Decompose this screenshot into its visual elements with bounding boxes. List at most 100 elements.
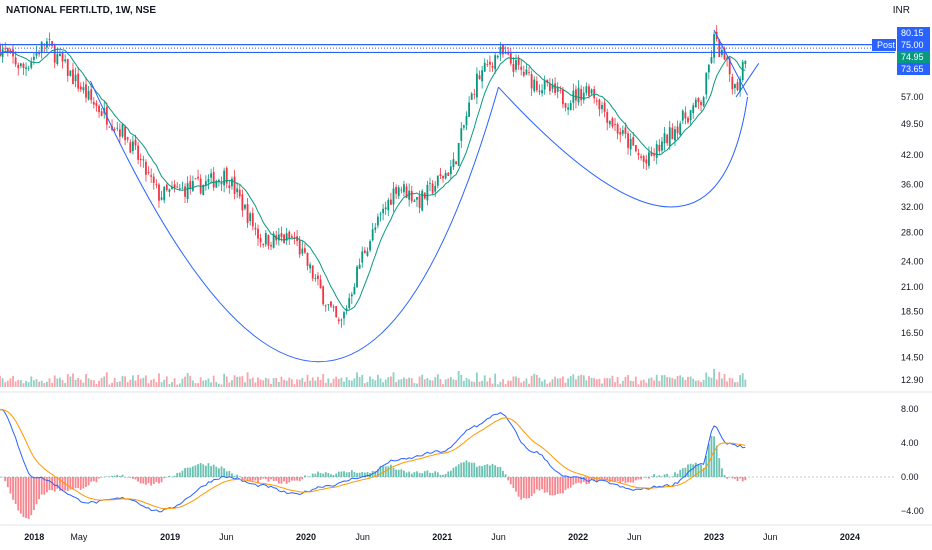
candle-body <box>215 180 218 188</box>
macd-hist-bar <box>327 472 330 477</box>
macd-hist-bar <box>145 477 147 485</box>
macd-hist-bar <box>468 462 471 477</box>
candle-body <box>679 123 682 136</box>
candle-body <box>17 64 20 69</box>
candle-body <box>713 34 715 58</box>
macd-hist-bar <box>105 476 108 478</box>
candle-body <box>30 61 33 68</box>
candle-body <box>416 197 418 200</box>
currency-label: INR <box>892 5 910 16</box>
macd-hist-bar <box>231 473 233 477</box>
macd-hist-bar <box>309 476 312 477</box>
candle-body <box>108 126 111 128</box>
macd-hist-bar <box>379 466 382 477</box>
time-tick-label: 2018 <box>24 532 44 542</box>
volume-bar <box>640 380 643 387</box>
volume-bar <box>507 380 510 387</box>
time-tick-label: 2024 <box>840 532 860 542</box>
macd-hist-bar <box>520 477 523 500</box>
volume-bar <box>434 377 437 387</box>
macd-hist-bar <box>366 472 369 477</box>
candle-body <box>267 234 270 246</box>
macd-hist-bar <box>449 470 452 477</box>
candle-body <box>585 86 588 93</box>
volume-bar <box>277 382 280 387</box>
volume-bars <box>0 368 747 387</box>
volume-bar <box>606 378 609 387</box>
macd-hist-bar <box>189 467 192 477</box>
macd-hist-bar <box>171 476 173 478</box>
candle-body <box>74 74 77 82</box>
candle-body <box>178 188 181 190</box>
volume-bar <box>280 376 283 387</box>
volume-bar <box>327 378 330 387</box>
candle-body <box>389 199 392 205</box>
macd-hist-bar <box>517 477 520 497</box>
volume-bar <box>700 382 702 387</box>
volume-bar <box>9 378 12 387</box>
candle-body <box>340 319 343 321</box>
volume-bar <box>515 376 517 387</box>
candle-body <box>611 118 614 127</box>
volume-bar <box>249 378 252 387</box>
volume-bar <box>194 383 197 387</box>
macd-hist-bar <box>616 477 619 482</box>
macd-hist-bar <box>434 471 437 477</box>
volume-bar <box>403 377 405 387</box>
macd-hist-bar <box>6 477 9 488</box>
volume-bar <box>462 380 465 387</box>
macd-hist-bar <box>681 468 684 477</box>
volume-bar <box>374 380 377 387</box>
macd-hist-bar <box>69 477 72 490</box>
candle-body <box>225 167 228 184</box>
macd-hist-bar <box>249 477 252 482</box>
volume-bar <box>363 383 366 387</box>
volume-bar <box>551 379 554 387</box>
candle-body <box>663 133 666 144</box>
macd-hist-bar <box>176 472 179 477</box>
macd-hist-bar <box>624 477 627 484</box>
macd-hist-bar <box>293 477 296 481</box>
volume-bar <box>293 384 296 387</box>
candle-body <box>702 97 705 106</box>
volume-bar <box>228 382 231 387</box>
macd-hist-bar <box>79 477 82 490</box>
candle-body <box>207 178 210 182</box>
candle-body <box>694 99 697 108</box>
macd-hist-bar <box>280 477 283 484</box>
volume-bar <box>92 380 95 387</box>
volume-bar <box>51 382 54 387</box>
candle-body <box>434 185 437 192</box>
macd-hist-bar <box>191 466 194 477</box>
candle-body <box>40 41 43 53</box>
volume-bar <box>666 377 669 387</box>
candle-body <box>439 174 442 176</box>
candle-body <box>160 197 163 200</box>
candle-body <box>314 278 317 279</box>
macd-hist-bar <box>478 465 481 477</box>
candle-body <box>379 213 382 215</box>
macd-hist-bar <box>739 477 742 479</box>
volume-bar <box>134 380 137 387</box>
volume-bar <box>603 378 606 387</box>
volume-bar <box>14 381 17 387</box>
macd-hist-bar <box>197 464 199 477</box>
candle-body <box>588 86 590 96</box>
volume-bar <box>707 376 710 387</box>
volume-bar <box>645 382 648 387</box>
time-tick-label: 2019 <box>160 532 180 542</box>
volume-bar <box>199 377 202 387</box>
candle-body <box>723 48 726 60</box>
volume-bar <box>147 383 150 387</box>
volume-bar <box>197 383 199 387</box>
candle-body <box>353 286 356 295</box>
candle-body <box>296 236 299 241</box>
volume-bar <box>150 380 153 387</box>
candle-body <box>22 63 25 68</box>
volume-bar <box>491 383 494 387</box>
macd-hist-bar <box>533 477 536 494</box>
macd-hist-bar <box>40 477 43 495</box>
candle-body <box>400 189 403 191</box>
volume-bar <box>559 378 562 387</box>
